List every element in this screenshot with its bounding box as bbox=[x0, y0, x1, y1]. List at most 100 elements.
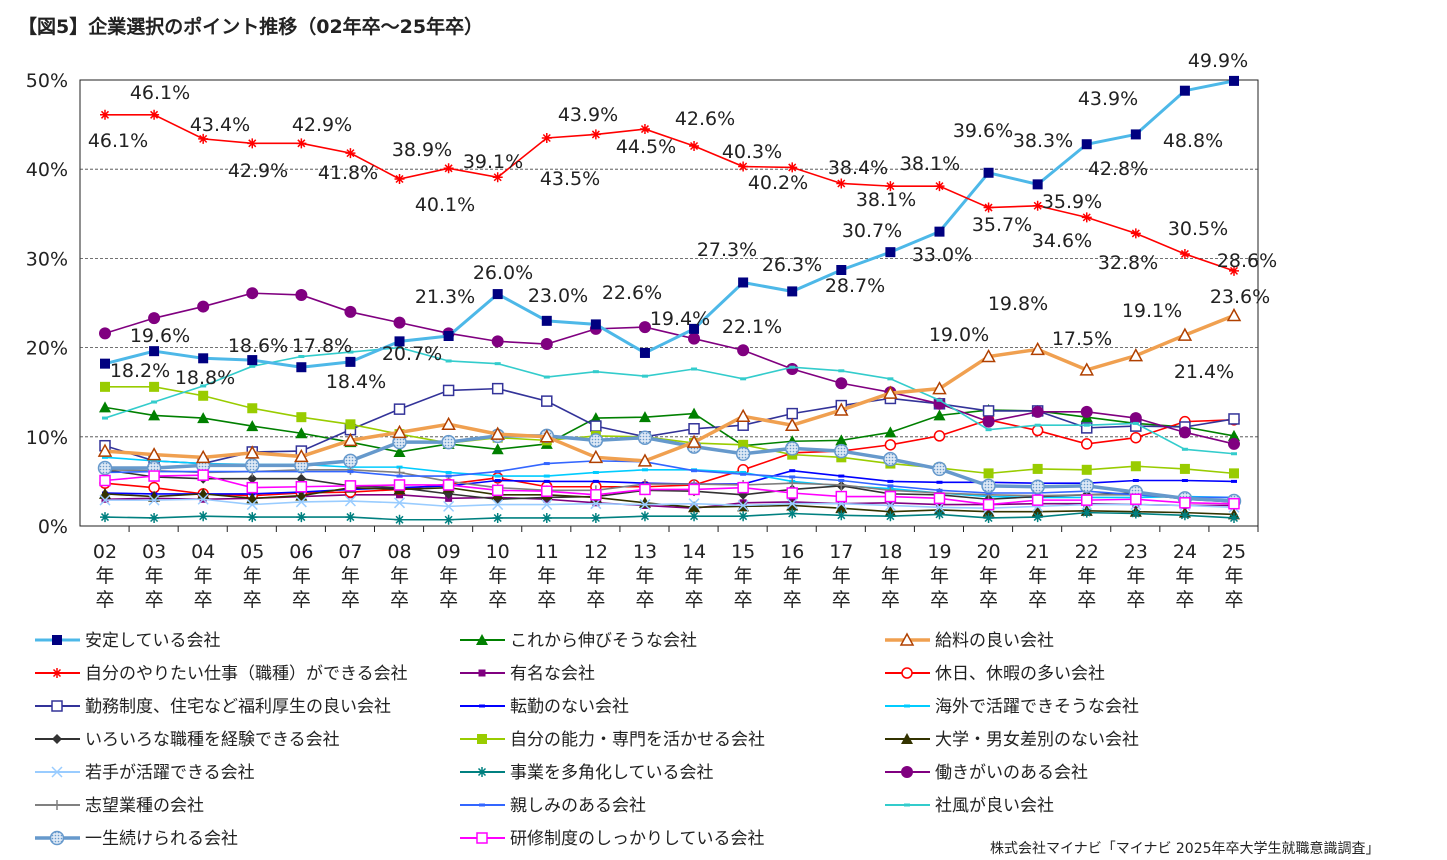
marker-dash bbox=[789, 365, 796, 369]
svg-text:20: 20 bbox=[976, 541, 1000, 563]
marker-open-square bbox=[246, 481, 259, 494]
marker-x bbox=[51, 766, 63, 778]
marker-dash bbox=[838, 474, 845, 478]
marker-open-triangle bbox=[97, 443, 113, 457]
marker-dash bbox=[543, 474, 550, 478]
marker-square bbox=[885, 247, 896, 258]
marker-square bbox=[1179, 463, 1190, 474]
marker-open-square bbox=[148, 470, 160, 482]
series-line bbox=[104, 460, 1234, 499]
series-line bbox=[104, 419, 1235, 497]
marker-open-triangle bbox=[588, 449, 604, 464]
marker-star bbox=[296, 138, 307, 149]
y-tick-label: 50% bbox=[26, 70, 68, 92]
svg-text:卒: 卒 bbox=[537, 589, 556, 611]
svg-text:卒: 卒 bbox=[881, 589, 900, 611]
svg-text:卒: 卒 bbox=[194, 589, 213, 611]
marker-x bbox=[295, 496, 307, 508]
series-line bbox=[105, 386, 1235, 475]
legend-item: 社風が良い会社 bbox=[885, 796, 1054, 816]
svg-text:年: 年 bbox=[390, 565, 409, 587]
marker-open-square bbox=[835, 490, 848, 503]
series-17 bbox=[102, 346, 1237, 456]
svg-text:04: 04 bbox=[191, 541, 215, 563]
svg-text:03: 03 bbox=[142, 541, 166, 563]
marker-dash bbox=[200, 384, 207, 388]
svg-text:12: 12 bbox=[584, 541, 608, 563]
marker-open-square bbox=[1080, 494, 1093, 506]
marker-open-triangle bbox=[195, 449, 211, 464]
marker-square bbox=[247, 403, 258, 414]
legend-label: 志望業種の会社 bbox=[85, 796, 204, 816]
marker-dash bbox=[904, 803, 910, 807]
marker-dash bbox=[789, 475, 796, 479]
marker-star bbox=[1032, 200, 1043, 211]
data-label: 39.1% bbox=[463, 151, 523, 173]
marker-dash bbox=[494, 474, 501, 478]
marker-circle bbox=[246, 287, 259, 300]
svg-text:卒: 卒 bbox=[1224, 589, 1243, 611]
legend-item: 給料の良い会社 bbox=[885, 631, 1054, 651]
marker-triangle bbox=[835, 502, 848, 514]
marker-dash bbox=[543, 479, 550, 483]
svg-text:卒: 卒 bbox=[783, 589, 802, 611]
svg-text:年: 年 bbox=[341, 565, 360, 587]
data-label: 49.9% bbox=[1188, 50, 1248, 72]
svg-text:年: 年 bbox=[832, 565, 851, 587]
data-label: 18.2% bbox=[110, 360, 170, 382]
marker-circle bbox=[99, 327, 111, 340]
series-14 bbox=[99, 287, 1240, 450]
legend-label: 研修制度のしっかりしている会社 bbox=[510, 829, 765, 849]
series-3 bbox=[100, 109, 1239, 276]
marker-square bbox=[100, 381, 110, 392]
marker-dash bbox=[543, 375, 550, 379]
marker-open-triangle bbox=[1030, 341, 1045, 356]
marker-x bbox=[197, 493, 209, 505]
marker-square bbox=[492, 289, 503, 300]
data-label: 43.9% bbox=[1078, 88, 1138, 110]
marker-dash bbox=[102, 455, 108, 459]
series-line bbox=[105, 113, 1235, 272]
svg-text:年: 年 bbox=[537, 565, 556, 587]
data-label: 18.4% bbox=[326, 371, 386, 393]
data-label: 38.1% bbox=[900, 153, 960, 175]
marker-dash bbox=[887, 484, 894, 488]
marker-x bbox=[688, 498, 700, 510]
legend-label: 給料の良い会社 bbox=[935, 631, 1054, 651]
marker-open-square bbox=[295, 481, 308, 493]
marker-star bbox=[394, 514, 405, 525]
marker-open-square bbox=[344, 480, 357, 492]
marker-star bbox=[247, 512, 258, 523]
y-tick-label: 10% bbox=[26, 427, 68, 449]
marker-dash bbox=[691, 469, 698, 473]
marker-star bbox=[934, 181, 945, 192]
data-label: 41.8% bbox=[318, 162, 378, 184]
marker-dash bbox=[445, 470, 452, 474]
marker-open-triangle bbox=[1128, 348, 1144, 362]
data-label: 46.1% bbox=[130, 82, 190, 104]
marker-circle bbox=[982, 415, 995, 428]
marker-circle bbox=[638, 321, 651, 334]
marker-star bbox=[836, 178, 847, 189]
series-line bbox=[104, 313, 1235, 463]
x-tick-label: 02年卒 bbox=[93, 541, 117, 611]
svg-text:卒: 卒 bbox=[1175, 589, 1194, 611]
data-label: 27.3% bbox=[697, 239, 757, 261]
marker-star bbox=[345, 148, 356, 159]
data-label: 28.7% bbox=[825, 275, 885, 297]
marker-star bbox=[52, 668, 62, 678]
data-label: 17.8% bbox=[292, 335, 352, 357]
svg-text:卒: 卒 bbox=[1077, 589, 1096, 611]
data-label: 38.1% bbox=[856, 189, 916, 211]
marker-dash bbox=[1034, 423, 1041, 427]
marker-square bbox=[836, 264, 847, 275]
data-label: 28.6% bbox=[1217, 250, 1277, 272]
marker-square bbox=[149, 381, 160, 392]
legend-label: 自分の能力・専門を活かせる会社 bbox=[510, 730, 765, 750]
marker-dash bbox=[396, 465, 403, 469]
marker-star bbox=[1179, 248, 1190, 259]
marker-square bbox=[689, 323, 700, 334]
series-line bbox=[104, 486, 1235, 516]
